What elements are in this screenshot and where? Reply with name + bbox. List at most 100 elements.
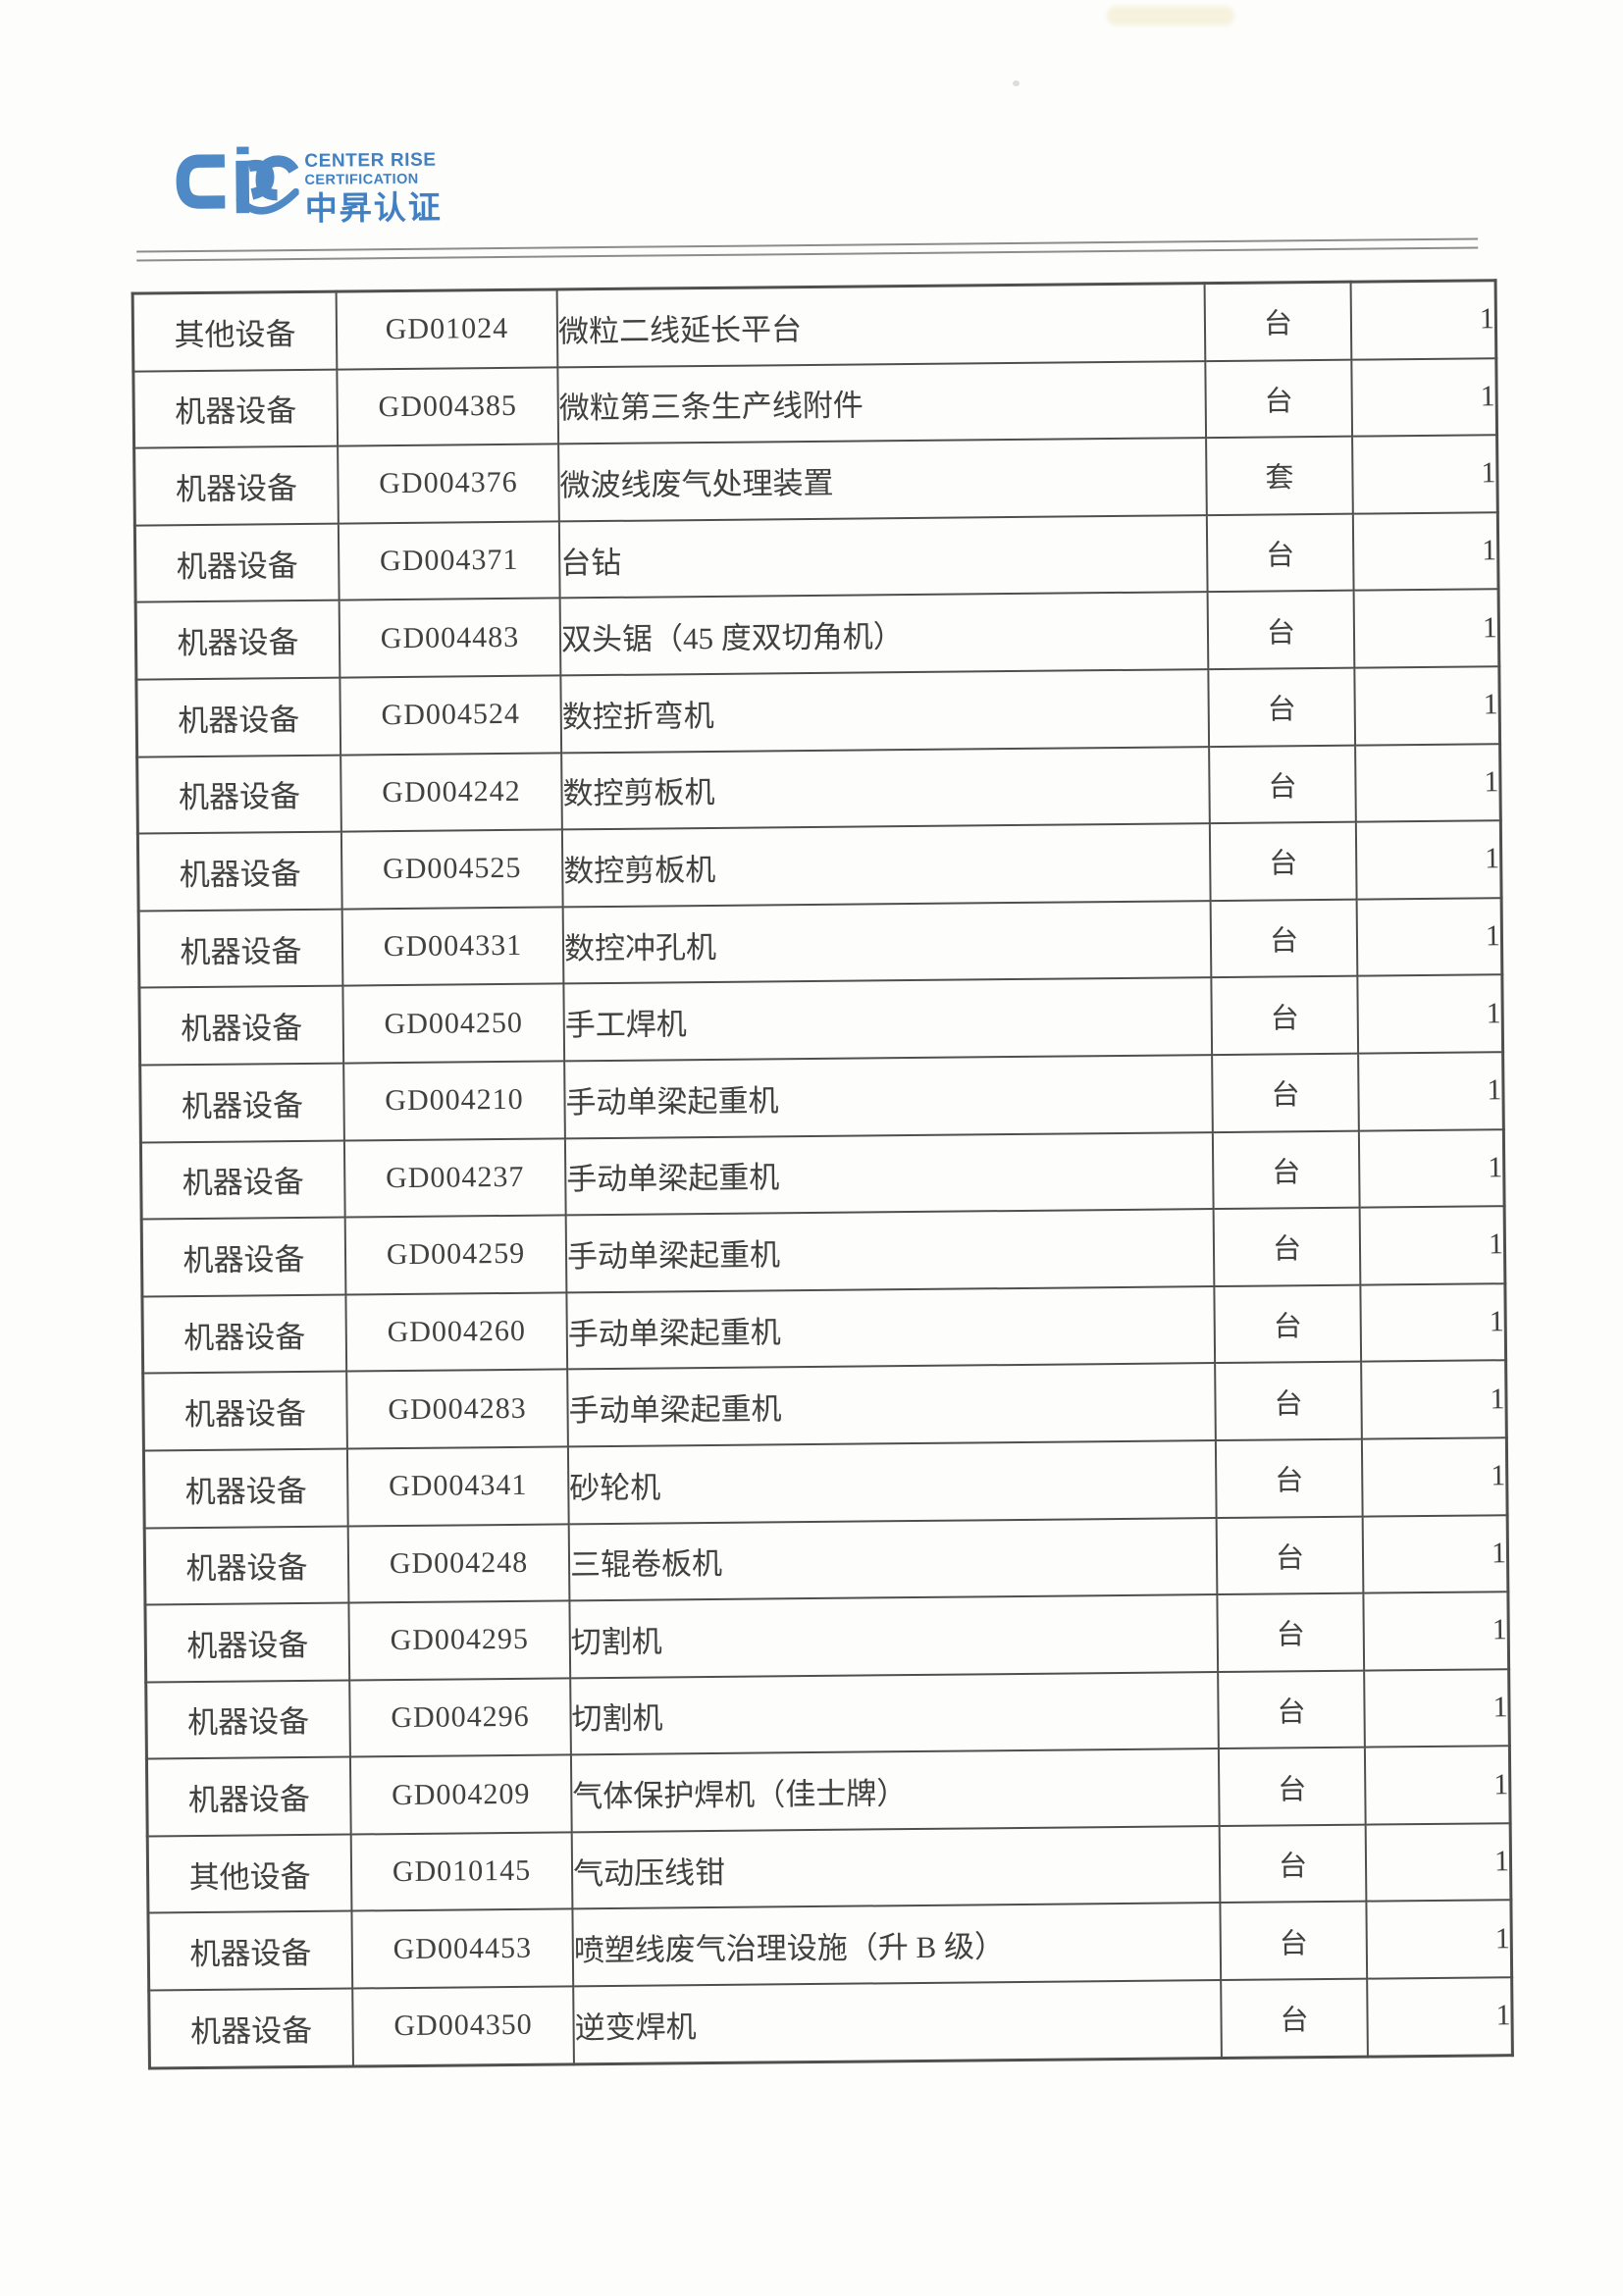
logo-title-en: CENTER RISE — [304, 149, 437, 172]
table-row: 机器设备 GD004295 切割机台 1 — [144, 1592, 1509, 1683]
header-divider — [136, 237, 1479, 262]
cell-name: 数控冲孔机 — [562, 900, 1212, 984]
cell-category: 机器设备 — [145, 1680, 350, 1759]
cell-category: 机器设备 — [136, 755, 341, 834]
table-row: 机器设备 GD004385 微粒第三条生产线附件台 1 — [132, 357, 1497, 448]
cell-quantity: 1 — [1358, 1052, 1504, 1131]
table-row: 机器设备 GD004259 手动单梁起重机台 1 — [141, 1206, 1505, 1297]
table-row: 机器设备 GD004524 数控折弯机台 1 — [135, 666, 1500, 757]
cell-unit: 台 — [1207, 591, 1355, 670]
cell-quantity: 1 — [1361, 1437, 1508, 1517]
cell-quantity: 1 — [1358, 1128, 1505, 1208]
cell-code: GD004331 — [341, 907, 564, 986]
cell-quantity: 1 — [1356, 897, 1502, 976]
cell-unit: 台 — [1209, 745, 1356, 824]
cell-quantity: 1 — [1357, 974, 1503, 1054]
cell-code: GD004453 — [351, 1908, 574, 1989]
cell-quantity: 1 — [1360, 1282, 1506, 1362]
cell-code: GD004210 — [343, 1061, 565, 1141]
cell-quantity: 1 — [1362, 1514, 1508, 1593]
cell-category: 机器设备 — [148, 1988, 353, 2068]
cell-name: 气体保护焊机（佳士牌） — [570, 1748, 1220, 1833]
table-row: 机器设备 GD004242 数控剪板机台 1 — [136, 743, 1501, 834]
cell-category: 机器设备 — [146, 1756, 351, 1837]
table-row: 机器设备 GD004283 手动单梁起重机台 1 — [142, 1360, 1507, 1451]
cell-quantity: 1 — [1353, 589, 1499, 668]
equipment-table: 其他设备 GD01024 微粒二线延长平台台 1 机器设备 GD004385 微粒第三条生产… — [131, 279, 1514, 2070]
cell-quantity: 1 — [1350, 280, 1496, 360]
table-row: 机器设备 GD004350 逆变焊机台 1 — [148, 1977, 1513, 2068]
scan-smudge — [1107, 6, 1234, 26]
cell-category: 机器设备 — [138, 985, 344, 1066]
table-row: 机器设备 GD004248 三辊卷板机台 1 — [144, 1514, 1508, 1605]
cell-category: 机器设备 — [140, 1140, 345, 1220]
table-row: 机器设备 GD004209 气体保护焊机（佳士牌）台 1 — [146, 1746, 1511, 1837]
cell-quantity: 1 — [1365, 1823, 1511, 1903]
cell-category: 机器设备 — [134, 523, 340, 602]
cell-unit: 台 — [1212, 1053, 1359, 1132]
cell-name: 微粒二线延长平台 — [556, 283, 1206, 368]
cell-code: GD004237 — [343, 1137, 566, 1218]
cell-category: 机器设备 — [143, 1448, 348, 1529]
cell-quantity: 1 — [1366, 1900, 1512, 1979]
logo-title-cn: 中昇认证 — [304, 188, 443, 227]
cell-code: GD004341 — [346, 1446, 569, 1527]
cell-quantity: 1 — [1363, 1592, 1509, 1671]
cell-unit: 台 — [1217, 1592, 1365, 1672]
table-row: 机器设备 GD004453 喷塑线废气治理设施（升 B 级）台 1 — [147, 1900, 1512, 1991]
cell-name: 切割机 — [570, 1671, 1219, 1755]
cell-unit: 台 — [1210, 899, 1358, 978]
cell-code: GD004525 — [340, 829, 563, 910]
cell-unit: 台 — [1204, 282, 1352, 361]
cell-code: GD004483 — [339, 598, 561, 678]
cell-code: GD004385 — [337, 367, 559, 446]
cell-unit: 台 — [1219, 1824, 1367, 1904]
cell-code: GD004296 — [349, 1678, 571, 1757]
cell-name: 数控剪板机 — [561, 746, 1210, 830]
cell-name: 微波线废气处理装置 — [558, 438, 1207, 522]
table-row: 机器设备 GD004237 手动单梁起重机台 1 — [140, 1128, 1505, 1220]
cell-code: GD01024 — [336, 288, 558, 370]
cell-unit: 台 — [1213, 1207, 1361, 1286]
cell-code: GD004260 — [345, 1292, 568, 1372]
cell-unit: 台 — [1218, 1747, 1366, 1826]
cell-code: GD004295 — [348, 1600, 571, 1681]
cell-quantity: 1 — [1352, 512, 1499, 592]
cell-quantity: 1 — [1364, 1668, 1510, 1748]
cell-code: GD004524 — [340, 675, 562, 756]
cell-name: 手动单梁起重机 — [567, 1363, 1216, 1447]
cell-code: GD010145 — [350, 1832, 573, 1912]
cell-unit: 台 — [1215, 1361, 1362, 1440]
cell-quantity: 1 — [1354, 666, 1500, 746]
cell-name: 微粒第三条生产线附件 — [557, 360, 1207, 444]
cell-unit: 台 — [1206, 513, 1354, 593]
cell-quantity: 1 — [1355, 743, 1501, 822]
cell-unit: 套 — [1206, 436, 1353, 515]
cell-quantity: 1 — [1359, 1206, 1505, 1285]
scan-speck — [1013, 80, 1020, 86]
cell-name: 数控剪板机 — [561, 823, 1211, 908]
cell-name: 喷塑线废气治理设施（升 B 级） — [572, 1903, 1222, 1987]
cell-unit: 台 — [1205, 359, 1353, 439]
cell-quantity: 1 — [1352, 435, 1498, 514]
cell-quantity: 1 — [1355, 820, 1502, 900]
cell-name: 双头锯（45 度双切角机） — [559, 592, 1209, 676]
cell-name: 逆变焊机 — [573, 1980, 1222, 2064]
cell-category: 机器设备 — [139, 1063, 344, 1143]
cell-category: 机器设备 — [147, 1911, 353, 1991]
table-row: 机器设备 GD004210 手动单梁起重机台 1 — [139, 1052, 1504, 1143]
cell-code: GD004376 — [338, 444, 559, 524]
cell-category: 机器设备 — [132, 369, 339, 448]
cell-unit: 台 — [1220, 1902, 1368, 1981]
cell-name: 手工焊机 — [563, 977, 1213, 1062]
cell-name: 手动单梁起重机 — [566, 1285, 1216, 1370]
table-row: 机器设备 GD004376 微波线废气处理装置套 1 — [133, 435, 1498, 526]
cell-code: GD004242 — [340, 752, 562, 832]
cell-quantity: 1 — [1364, 1746, 1511, 1825]
crc-monogram-icon — [176, 145, 299, 215]
cell-code: GD004259 — [344, 1215, 567, 1295]
cell-category: 机器设备 — [135, 677, 341, 757]
cell-name: 砂轮机 — [567, 1439, 1217, 1524]
